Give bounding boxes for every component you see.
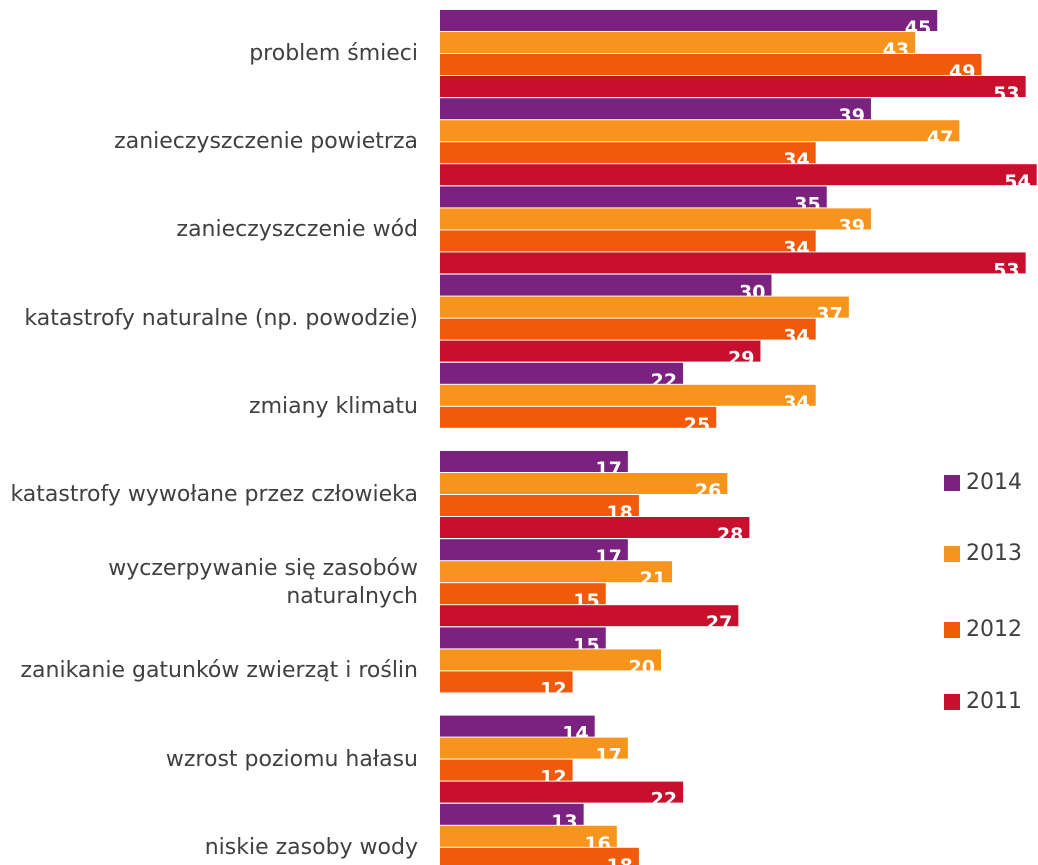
category-label: zanieczyszczenie powietrza (114, 129, 418, 155)
value-label: 47 (927, 127, 953, 149)
bar (440, 539, 628, 561)
bar (440, 825, 617, 847)
bar (440, 340, 761, 362)
legend-swatch (944, 694, 960, 710)
category-label: katastrofy naturalne (np. powodzie) (24, 305, 418, 331)
bar (440, 406, 717, 428)
bar (440, 230, 816, 252)
bar (440, 781, 684, 803)
bar (440, 362, 684, 384)
value-label: 39 (838, 215, 864, 237)
bar (440, 142, 816, 164)
value-label: 21 (640, 568, 666, 590)
bar (440, 583, 606, 605)
value-label: 20 (629, 656, 655, 678)
value-label: 54 (1004, 171, 1030, 193)
value-label: 34 (783, 392, 809, 414)
value-label: 25 (684, 414, 710, 436)
legend-label: 2014 (966, 470, 1022, 495)
value-label: 37 (816, 304, 842, 326)
bar (440, 649, 661, 671)
bar (440, 561, 673, 583)
bar (440, 627, 606, 649)
bar (440, 605, 739, 627)
bar (440, 76, 1026, 97)
legend-label: 2012 (966, 617, 1022, 642)
category-label: zanieczyszczenie wód (176, 217, 418, 243)
value-label: 27 (706, 612, 732, 634)
bar (440, 495, 639, 516)
value-label: 53 (993, 83, 1019, 105)
bar (440, 186, 827, 208)
bar (440, 274, 772, 296)
bar (440, 759, 573, 781)
legend-swatch (944, 546, 960, 562)
value-label: 34 (783, 326, 809, 348)
value-label: 12 (540, 678, 566, 700)
legend-label: 2013 (966, 541, 1022, 566)
bar (440, 296, 849, 318)
bar (440, 208, 871, 230)
category-label: problem śmieci (249, 41, 418, 66)
bar (440, 318, 816, 340)
value-label: 53 (993, 259, 1019, 281)
legend-label: 2011 (966, 689, 1022, 714)
bar (440, 473, 728, 494)
category-label: zmiany klimatu (249, 393, 418, 419)
bar (440, 98, 871, 120)
bar (440, 54, 982, 75)
bar (440, 671, 573, 693)
bar (440, 451, 628, 472)
bar (440, 517, 750, 538)
value-label: 22 (651, 789, 677, 811)
bar (440, 384, 816, 406)
legend-swatch (944, 622, 960, 638)
bar (440, 10, 938, 31)
category-label: katastrofy wywołane przez człowieka (10, 482, 418, 507)
category-label: wyczerpywanie się zasobów naturalnych (108, 556, 418, 610)
legend-swatch (944, 475, 960, 491)
category-label: niskie zasoby wody (204, 834, 418, 860)
bar (440, 847, 639, 865)
value-label: 28 (717, 524, 743, 546)
bar (440, 120, 960, 142)
bar (440, 164, 1037, 186)
bar (440, 803, 584, 825)
value-label: 26 (695, 480, 721, 502)
bar (440, 715, 595, 737)
category-label: wzrost poziomu hałasu (165, 746, 418, 772)
category-label: zanikanie gatunków zwierząt i roślin (20, 658, 418, 684)
value-label: 17 (595, 745, 621, 767)
bar (440, 32, 916, 53)
bar (440, 252, 1026, 274)
value-label: 29 (728, 348, 754, 370)
value-label: 18 (606, 855, 632, 865)
bar (440, 737, 628, 759)
